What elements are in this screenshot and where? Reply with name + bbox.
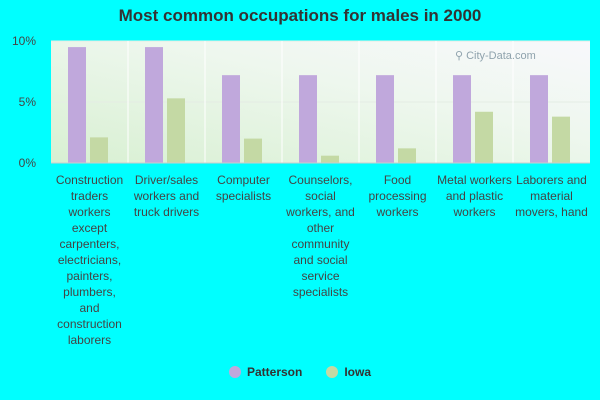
- legend: Patterson Iowa: [0, 365, 600, 379]
- legend-item-patterson: Patterson: [228, 365, 303, 379]
- chart-title: Most common occupations for males in 200…: [118, 6, 482, 25]
- legend-swatch-patterson: [228, 366, 241, 378]
- bar-patterson-5[interactable]: [453, 75, 471, 163]
- y-tick-label: 5%: [19, 95, 37, 109]
- y-tick-label: 0%: [19, 156, 37, 170]
- search-icon: ⚲: [455, 50, 464, 62]
- legend-item-iowa: Iowa: [326, 365, 371, 379]
- bar-patterson-4[interactable]: [376, 75, 394, 163]
- legend-swatch-iowa: [326, 366, 339, 378]
- bar-patterson-0[interactable]: [68, 47, 86, 163]
- bar-iowa-0[interactable]: [90, 137, 108, 163]
- x-category-label: Laborers and material movers, hand: [515, 173, 588, 219]
- legend-label-iowa: Iowa: [344, 365, 372, 379]
- watermark: ⚲ City-Data.com: [455, 49, 536, 63]
- bar-iowa-5[interactable]: [475, 111, 493, 163]
- bar-iowa-3[interactable]: [321, 155, 339, 163]
- bar-iowa-2[interactable]: [244, 138, 262, 163]
- bar-iowa-6[interactable]: [552, 116, 570, 163]
- bar-iowa-1[interactable]: [167, 98, 185, 163]
- x-category-label: Construction traders workers except carp…: [55, 173, 124, 347]
- x-category-label: Counselors, social workers, and other co…: [286, 173, 355, 299]
- y-tick-label: 10%: [12, 34, 36, 48]
- x-category-label: Food processing workers: [368, 173, 427, 219]
- bar-iowa-4[interactable]: [398, 148, 416, 163]
- bar-patterson-2[interactable]: [222, 75, 240, 163]
- bar-patterson-1[interactable]: [145, 47, 163, 163]
- bar-patterson-6[interactable]: [530, 75, 548, 163]
- x-category-label: Metal workers and plastic workers: [437, 173, 512, 219]
- watermark-text: City-Data.com: [466, 49, 536, 62]
- legend-label-patterson: Patterson: [246, 365, 303, 379]
- x-category-label: Driver/sales workers and truck drivers: [133, 173, 200, 219]
- bar-patterson-3[interactable]: [299, 75, 317, 163]
- x-category-label: Computer specialists: [215, 173, 272, 203]
